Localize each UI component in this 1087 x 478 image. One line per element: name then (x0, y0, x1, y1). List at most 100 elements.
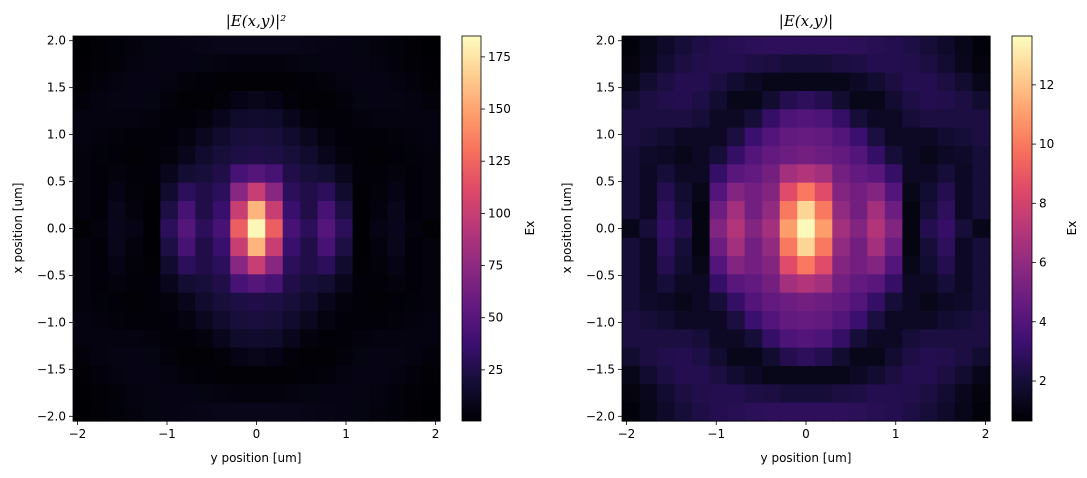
heatmap-cell (317, 201, 336, 220)
heatmap-cell (90, 91, 109, 110)
heatmap-cell (387, 219, 406, 239)
heatmap-cell (937, 402, 956, 422)
heatmap-cell (814, 36, 833, 55)
heatmap-cell (727, 274, 746, 294)
heatmap-cell (317, 54, 336, 74)
heatmap-cell (622, 91, 641, 110)
x-tick-label: −2 (618, 427, 636, 441)
heatmap-cell (867, 146, 886, 165)
heatmap-cell (797, 54, 816, 74)
heatmap-cell (797, 366, 816, 385)
heatmap-cell (867, 402, 886, 422)
heatmap-cell (954, 219, 974, 239)
heatmap-cell (160, 201, 179, 220)
heatmap-cell (674, 54, 693, 74)
heatmap-cell (832, 164, 851, 184)
heatmap-cell (405, 237, 424, 257)
heatmap-cell (902, 366, 921, 385)
heatmap-cell (335, 91, 354, 110)
heatmap-cell (779, 311, 798, 330)
heatmap-cell (919, 237, 939, 257)
heatmap-cell (674, 36, 693, 55)
heatmap-cell (107, 109, 127, 129)
heatmap-cell (73, 54, 92, 74)
heatmap-cell (639, 54, 658, 74)
colorbar (1011, 35, 1033, 422)
x-axis-label: y position [um] (761, 451, 852, 465)
heatmap-cell (352, 292, 371, 312)
heatmap-cell (230, 54, 249, 74)
heatmap-panel-intensity: |E(x,y)|² y position [um] x position [um… (11, 12, 537, 465)
x-tick-label: −1 (707, 427, 725, 441)
heatmap-cell (849, 127, 868, 147)
heatmap-cell (727, 164, 746, 184)
y-axis-label: x position [um] (11, 183, 25, 274)
heatmap-cell (370, 182, 389, 202)
heatmap-cell (90, 182, 109, 202)
heatmap-cell (317, 256, 336, 275)
colorbar-tick-label: 12 (1039, 78, 1054, 92)
heatmap-cell (919, 164, 939, 184)
heatmap-cell (142, 54, 161, 74)
heatmap-cell (867, 311, 886, 330)
heatmap-cell (300, 402, 319, 422)
heatmap-cell (902, 146, 921, 165)
heatmap-cell (937, 311, 956, 330)
heatmap-cell (125, 127, 144, 147)
y-tick-label: −2.0 (586, 409, 615, 423)
heatmap-cell (230, 311, 249, 330)
heatmap-cell (387, 329, 406, 349)
heatmap-cell (282, 201, 301, 220)
heatmap-cell (674, 347, 693, 367)
heatmap-cell (744, 146, 763, 165)
heatmap-cell (142, 109, 161, 129)
heatmap-cell (107, 72, 127, 92)
heatmap-cell (387, 402, 406, 422)
heatmap-cell (335, 402, 354, 422)
colorbar-tick-label: 2 (1039, 374, 1047, 388)
heatmap-cell (265, 146, 284, 165)
heatmap-cell (884, 329, 903, 349)
heatmap-cell (639, 109, 658, 129)
heatmap-cell (972, 164, 991, 184)
heatmap-cell (90, 402, 109, 422)
heatmap-cell (142, 329, 161, 349)
heatmap-cell (674, 109, 693, 129)
heatmap-cell (265, 256, 284, 275)
heatmap-cell (919, 219, 939, 239)
heatmap-cell (73, 36, 92, 55)
heatmap-cell (867, 384, 886, 404)
heatmap-cell (972, 384, 991, 404)
heatmap-cell (884, 219, 903, 239)
heatmap-cell (247, 109, 266, 129)
heatmap-cell (90, 347, 109, 367)
heatmap-cell (212, 274, 231, 294)
heatmap-cell (387, 164, 406, 184)
heatmap-cell (160, 127, 179, 147)
heatmap-cell (849, 91, 868, 110)
colorbar-tick-label: 50 (488, 311, 503, 325)
heatmap-cell (370, 36, 389, 55)
heatmap-cell (90, 329, 109, 349)
heatmap-cell (265, 127, 284, 147)
heatmap-cell (230, 366, 249, 385)
heatmap-cell (300, 274, 319, 294)
heatmap-cell (247, 36, 266, 55)
heatmap-cell (142, 237, 161, 257)
heatmap-cell (195, 146, 214, 165)
heatmap-cell (867, 219, 886, 239)
heatmap-cell (73, 347, 92, 367)
heatmap-cell (125, 219, 144, 239)
heatmap-cell (674, 91, 693, 110)
heatmap-cell (125, 54, 144, 74)
heatmap-cell (335, 36, 354, 55)
heatmap-cell (762, 237, 781, 257)
heatmap-cell (692, 384, 711, 404)
colorbar-label: Ex (1065, 221, 1079, 236)
heatmap-cell (972, 402, 991, 422)
heatmap-cell (125, 311, 144, 330)
heatmap-cell (832, 127, 851, 147)
heatmap-cell (125, 402, 144, 422)
x-axis-label: y position [um] (211, 451, 302, 465)
heatmap-cell (674, 219, 693, 239)
